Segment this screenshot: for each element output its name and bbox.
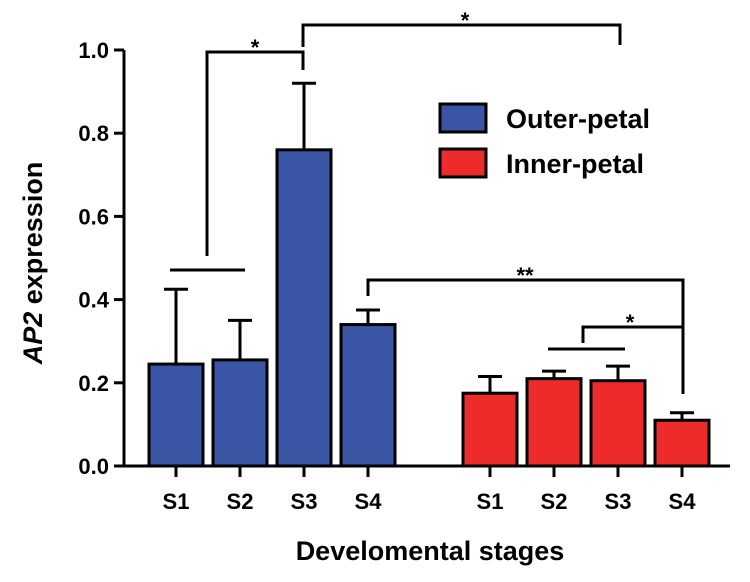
sig-label: *: [626, 310, 635, 335]
bar-inner-petal-s4: [653, 418, 711, 468]
x-axis-title: Develomental stages: [296, 536, 565, 566]
bar-outer-petal-s2: [211, 358, 269, 468]
x-tick-label: S1: [477, 489, 504, 514]
y-tick-label: 0.8: [78, 121, 109, 146]
x-tick-label: S1: [163, 489, 190, 514]
x-tick-label: S3: [291, 489, 318, 514]
bar-outer-petal-s4: [339, 323, 397, 468]
bar-outer-petal-s3: [275, 148, 333, 468]
sig-bracket: [581, 325, 685, 394]
y-axis-title: AP2 expression: [18, 162, 48, 366]
sig-bracket: [301, 23, 622, 47]
legend-label-outer-petal: Outer-petal: [506, 104, 650, 134]
sig-label: *: [251, 35, 260, 60]
sig-label: *: [461, 8, 470, 33]
bar-outer-petal-s1: [147, 362, 205, 468]
x-tick-label: S2: [541, 489, 568, 514]
y-tick-label: 0.2: [78, 371, 109, 396]
sig-label: **: [516, 263, 534, 288]
x-tick-label: S4: [355, 489, 383, 514]
x-tick-label: S2: [227, 489, 254, 514]
y-tick-label: 0.4: [78, 288, 109, 313]
sig-bracket: [366, 278, 685, 394]
y-tick-label: 0.6: [78, 204, 109, 229]
legend-swatch-inner-petal: [438, 147, 488, 179]
bar-inner-petal-s2: [525, 377, 583, 468]
x-tick-label: S4: [669, 489, 697, 514]
legend-swatch-outer-petal: [438, 102, 488, 134]
bar-inner-petal-s3: [589, 379, 647, 468]
y-tick-label: 0.0: [78, 454, 109, 479]
y-tick-label: 1.0: [78, 38, 109, 63]
sig-bracket: [205, 50, 305, 256]
legend-label-inner-petal: Inner-petal: [506, 149, 644, 179]
bar-inner-petal-s1: [461, 391, 519, 468]
x-tick-label: S3: [605, 489, 632, 514]
